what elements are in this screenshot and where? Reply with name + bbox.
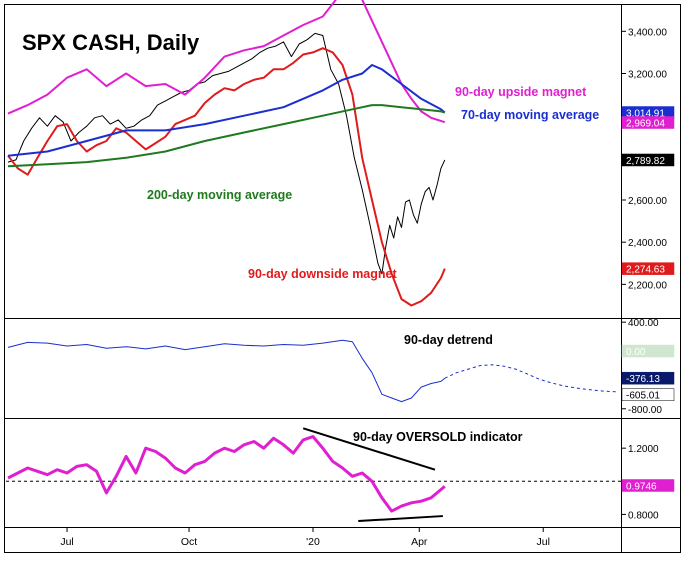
detrend-series-90-day-detrend <box>7 339 446 403</box>
detrend-title: 90-day detrend <box>404 333 493 347</box>
oversold-title: 90-day OVERSOLD indicator <box>353 430 523 444</box>
price-price-label-box <box>621 116 675 129</box>
detrend-y-tick-label: 400.00 <box>628 318 659 329</box>
x-tick-label: Jul <box>537 536 550 548</box>
price-y-tick-label: 3,200.00 <box>628 69 667 80</box>
detrend-price-label-box <box>621 344 675 358</box>
price-y-tick-label: 2,600.00 <box>628 196 667 207</box>
x-tick-label: Jul <box>60 536 73 548</box>
annotation-downside-magnet: 90-day downside magnet <box>248 267 397 281</box>
oversold-series-90-day-oversold-indicator <box>7 435 446 513</box>
oversold-panel: 1.2000 0.8000 0.9746 <box>6 427 675 523</box>
price-series-200-day-moving-average <box>7 104 446 168</box>
detrend-price-label: -605.01 <box>626 391 660 402</box>
detrend-price-label-box <box>621 371 675 385</box>
x-axis: Jul Oct '20 Apr Jul <box>60 527 550 548</box>
oversold-price-label-box <box>621 479 675 492</box>
price-series-90-day-upside-magnet <box>7 0 446 124</box>
price-panel: 2,200.002,400.002,600.002,800.003,000.00… <box>7 0 675 307</box>
annotation-200-day-ma: 200-day moving average <box>147 188 292 202</box>
detrend-price-label-box <box>621 388 675 401</box>
price-price-label: 2,789.82 <box>626 156 665 167</box>
x-tick-label: Apr <box>411 536 428 548</box>
oversold-price-label: 0.9746 <box>626 481 657 492</box>
detrend-series-90-day-detrend-projection <box>444 364 619 393</box>
price-price-label-box <box>621 153 675 167</box>
annotation-70-day-ma: 70-day moving average <box>461 108 599 122</box>
oversold-trendline <box>302 427 436 471</box>
price-y-tick-label: 2,400.00 <box>628 238 667 249</box>
oversold-trendline <box>358 515 443 523</box>
detrend-y-tick-label: -800.00 <box>628 405 662 416</box>
oversold-y-tick-label: 1.2000 <box>628 444 659 455</box>
detrend-price-label: -376.13 <box>626 374 660 385</box>
price-y-tick-label: 2,200.00 <box>628 280 667 291</box>
oversold-y-tick-label: 0.8000 <box>628 510 659 521</box>
x-tick-label: '20 <box>306 536 320 548</box>
price-y-tick-label: 3,400.00 <box>628 27 667 38</box>
price-price-label: 3,014.91 <box>626 109 665 120</box>
chart-title: SPX CASH, Daily <box>22 30 200 55</box>
price-price-label: 2,274.63 <box>626 265 665 276</box>
price-series-spx-close <box>7 32 446 275</box>
price-series-70-day-moving-average <box>7 64 446 157</box>
annotation-upside-magnet: 90-day upside magnet <box>455 85 587 99</box>
detrend-price-label: 0.00 <box>626 347 646 358</box>
price-price-label-box <box>621 262 675 275</box>
chart-frame <box>4 4 681 553</box>
detrend-panel: 400.00 -800.00 0.00 -376.13 -605.01 <box>7 318 675 416</box>
price-series-90-day-downside-magnet <box>7 47 446 307</box>
x-tick-label: Oct <box>181 536 197 548</box>
price-price-label: 2,969.04 <box>626 119 665 130</box>
